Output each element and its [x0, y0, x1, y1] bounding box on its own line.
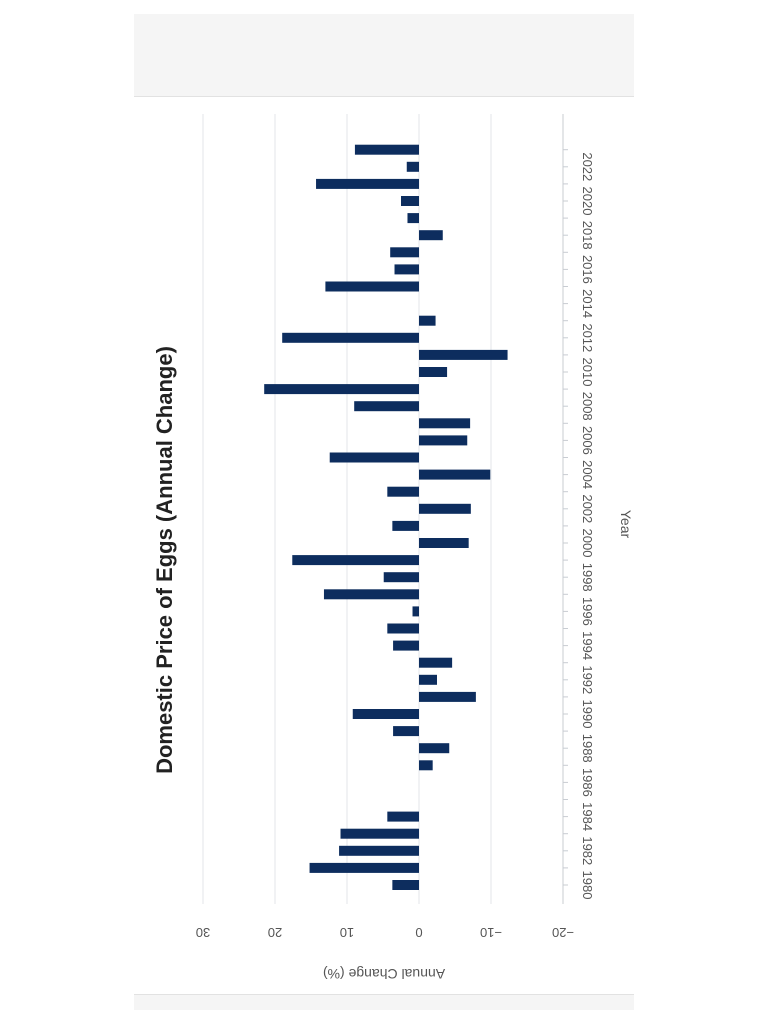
bar — [419, 349, 508, 360]
bar — [393, 726, 419, 737]
bar — [325, 281, 419, 292]
x-tick-label: 2012 — [580, 323, 595, 352]
bars — [264, 144, 508, 890]
x-tick-label: 1994 — [580, 631, 595, 660]
x-axis: 1980 1982 1984 1986 1988 1990 1992 1994 1996 1998… — [562, 114, 595, 904]
bar — [390, 247, 419, 258]
y-tick-label: 0 — [415, 925, 422, 940]
bar — [354, 401, 419, 412]
bar — [354, 144, 419, 155]
bar — [282, 332, 419, 343]
bar — [412, 606, 419, 617]
x-tick-label: 2008 — [580, 392, 595, 421]
bar — [393, 640, 419, 651]
x-tick-label: 2002 — [580, 494, 595, 523]
x-tick-label: 1988 — [580, 734, 595, 763]
x-tick-label: 2018 — [580, 221, 595, 250]
bar — [419, 503, 471, 514]
chart-panel: 1980 1982 1984 1986 1988 1990 1992 1994 1996 1998… — [134, 14, 634, 1010]
bar — [407, 213, 419, 224]
bar — [387, 811, 419, 822]
y-tick-label: 20 — [268, 925, 282, 940]
x-tick-label: 1984 — [580, 802, 595, 831]
bar — [394, 264, 419, 275]
x-tick-label: 2010 — [580, 358, 595, 387]
y-tick-label: 30 — [196, 925, 210, 940]
y-axis-title: Annual Change (%) — [323, 966, 445, 982]
bar — [292, 555, 419, 566]
y-tick-label: 10 — [340, 925, 354, 940]
bar — [309, 862, 419, 873]
y-tick-label: −20 — [552, 925, 574, 940]
x-tick-label: 2006 — [580, 426, 595, 455]
bar — [264, 384, 419, 395]
bar — [383, 572, 419, 583]
x-tick-label: 2022 — [580, 152, 595, 181]
bar — [419, 674, 437, 685]
x-tick-label: 2016 — [580, 255, 595, 284]
bar — [419, 691, 476, 702]
bar — [419, 315, 436, 326]
bar — [419, 418, 471, 429]
x-tick-label: 2014 — [580, 289, 595, 318]
x-tick-label: 1990 — [580, 700, 595, 729]
x-tick-label: 2000 — [580, 529, 595, 558]
x-tick-label: 1992 — [580, 665, 595, 694]
y-tick-label: −10 — [480, 925, 502, 940]
x-tick-label: 2020 — [580, 187, 595, 216]
bar — [419, 435, 468, 446]
bar — [419, 367, 448, 377]
bar — [323, 589, 419, 600]
bar — [392, 520, 419, 531]
bar — [406, 161, 419, 172]
bar — [401, 196, 419, 206]
bar — [387, 486, 419, 497]
bar — [419, 469, 491, 480]
panel-header — [134, 14, 634, 97]
bar — [419, 657, 453, 668]
x-tick-label: 1982 — [580, 836, 595, 865]
bar — [392, 880, 419, 890]
bar — [419, 760, 433, 771]
chart-title: Domestic Price of Eggs (Annual Change) — [152, 346, 177, 774]
y-axis: −20 −10 0 10 20 30 — [196, 925, 574, 940]
bar — [419, 743, 450, 754]
bar — [339, 845, 419, 856]
bar — [316, 178, 419, 189]
x-tick-label: 1980 — [580, 871, 595, 900]
x-tick-label: 1998 — [580, 563, 595, 592]
panel-footer — [134, 994, 634, 1010]
bar — [340, 828, 419, 839]
bar — [419, 538, 469, 548]
x-axis-title: Year — [618, 510, 634, 539]
bar — [329, 452, 419, 463]
annual-change-bar-chart: 1980 1982 1984 1986 1988 1990 1992 1994 1996 1998… — [152, 114, 634, 982]
bar — [387, 623, 419, 634]
x-tick-label: 1986 — [580, 768, 595, 797]
gridlines — [202, 114, 564, 904]
bar — [352, 709, 419, 719]
bar — [419, 230, 443, 241]
x-tick-label: 1996 — [580, 597, 595, 626]
x-tick-label: 2004 — [580, 460, 595, 489]
